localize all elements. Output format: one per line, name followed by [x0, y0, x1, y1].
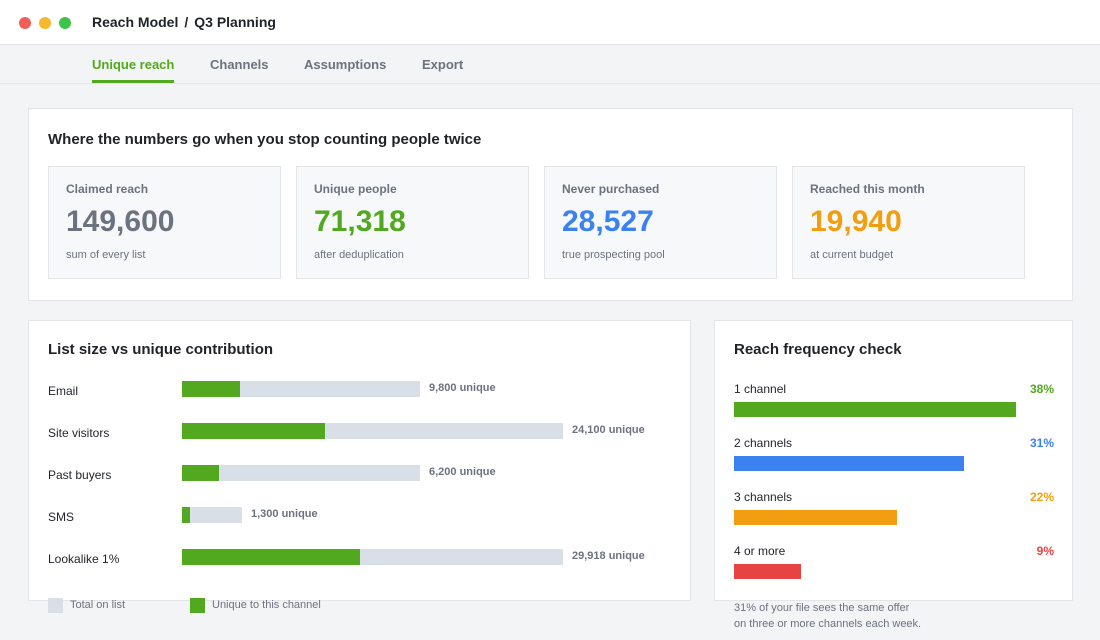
frequency-footnote: 31% of your file sees the same offer on … — [734, 600, 954, 632]
bar-unique-site-visitors — [182, 423, 325, 439]
row-label-lookalike: Lookalike 1% — [48, 552, 120, 566]
stat-value: 19,940 — [810, 205, 902, 238]
freq-bar-1 — [734, 402, 1016, 417]
freq-label-4: 4 or more — [734, 544, 786, 558]
tab-unique-reach[interactable]: Unique reach — [92, 45, 175, 83]
row-label-email: Email — [48, 384, 79, 398]
freq-pct-2: 31% — [1029, 436, 1054, 450]
maximize-window-button[interactable] — [59, 17, 71, 29]
bar-total-lookalike — [182, 549, 563, 565]
bar-unique-past-buyers — [182, 465, 219, 481]
stat-label: Never purchased — [562, 182, 660, 196]
legend-unique-label: Unique to this channel — [212, 599, 321, 611]
bar-note-lookalike: 29,918 unique — [572, 550, 645, 562]
footnote-line-2: on three or more channels each week. — [734, 618, 922, 630]
bar-unique-email — [182, 381, 240, 397]
freq-bar-2 — [734, 456, 964, 471]
minimize-window-button[interactable] — [39, 17, 51, 29]
row-label-sms: SMS — [48, 510, 75, 524]
tab-bar: Unique reach Channels Assumptions Export — [0, 45, 1100, 84]
freq-pct-4: 9% — [1036, 544, 1054, 558]
tab-channels[interactable]: Channels — [210, 57, 269, 72]
legend-unique-swatch — [190, 598, 205, 613]
breadcrumb: Reach Model / Q3 Planning — [92, 14, 276, 30]
contribution-title: List size vs unique contribution — [48, 341, 274, 358]
legend-total-swatch — [48, 598, 63, 613]
stat-value: 149,600 — [66, 205, 175, 238]
summary-card: Where the numbers go when you stop count… — [28, 108, 1073, 301]
freq-pct-1: 38% — [1029, 382, 1054, 396]
stat-value: 71,318 — [314, 205, 406, 238]
bar-note-email: 9,800 unique — [429, 382, 496, 394]
frequency-card: Reach frequency check 1 channel 38% 2 ch… — [714, 320, 1073, 601]
summary-title: Where the numbers go when you stop count… — [48, 131, 482, 148]
stat-caption: at current budget — [810, 249, 894, 261]
stat-reached-this-month: Reached this month 19,940 at current bud… — [792, 166, 1025, 279]
bar-note-site-visitors: 24,100 unique — [572, 424, 645, 436]
breadcrumb-app[interactable]: Reach Model — [92, 14, 179, 30]
stat-label: Reached this month — [810, 182, 925, 196]
legend-total-label: Total on list — [70, 599, 126, 611]
freq-pct-3: 22% — [1029, 490, 1054, 504]
tab-assumptions[interactable]: Assumptions — [304, 57, 387, 72]
row-label-site-visitors: Site visitors — [48, 426, 110, 440]
stat-never-purchased: Never purchased 28,527 true prospecting … — [544, 166, 777, 279]
bar-unique-lookalike — [182, 549, 360, 565]
bar-total-email — [182, 381, 420, 397]
footnote-line-1: 31% of your file sees the same offer — [734, 602, 910, 614]
stat-caption: sum of every list — [66, 249, 146, 261]
bar-total-site-visitors — [182, 423, 563, 439]
freq-bar-4 — [734, 564, 801, 579]
stat-caption: after deduplication — [314, 249, 404, 261]
bar-total-sms — [182, 507, 242, 523]
stat-label: Unique people — [314, 182, 397, 196]
close-window-button[interactable] — [19, 17, 31, 29]
freq-label-1: 1 channel — [734, 382, 787, 396]
bar-note-sms: 1,300 unique — [251, 508, 318, 520]
breadcrumb-page: Q3 Planning — [194, 14, 276, 30]
bar-note-past-buyers: 6,200 unique — [429, 466, 496, 478]
stat-unique-people: Unique people 71,318 after deduplication — [296, 166, 529, 279]
freq-bar-3 — [734, 510, 897, 525]
contribution-card: List size vs unique contribution Email 9… — [28, 320, 691, 601]
stat-value: 28,527 — [562, 205, 654, 238]
tab-export[interactable]: Export — [422, 57, 464, 72]
frequency-title: Reach frequency check — [734, 341, 902, 358]
stat-claimed-reach: Claimed reach 149,600 sum of every list — [48, 166, 281, 279]
title-bar: Reach Model / Q3 Planning — [0, 0, 1100, 45]
bar-total-past-buyers — [182, 465, 420, 481]
breadcrumb-separator: / — [184, 14, 189, 30]
stat-label: Claimed reach — [66, 182, 149, 196]
stat-caption: true prospecting pool — [562, 249, 665, 261]
bar-unique-sms — [182, 507, 190, 523]
row-label-past-buyers: Past buyers — [48, 468, 112, 482]
freq-label-2: 2 channels — [734, 436, 793, 450]
freq-label-3: 3 channels — [734, 490, 793, 504]
